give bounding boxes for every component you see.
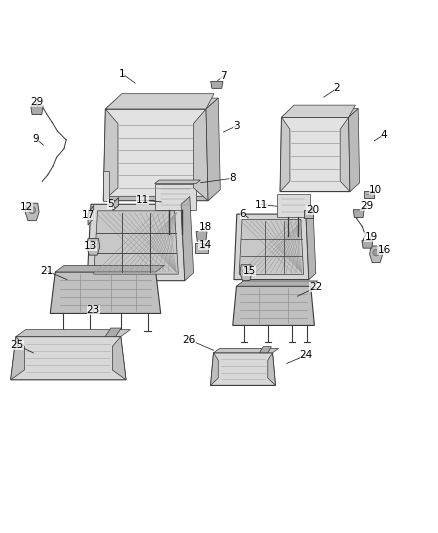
Text: 23: 23 — [87, 305, 100, 315]
Polygon shape — [234, 214, 309, 280]
Text: 18: 18 — [198, 222, 212, 232]
Polygon shape — [50, 272, 161, 313]
Polygon shape — [113, 336, 126, 380]
Polygon shape — [340, 117, 350, 191]
Text: 10: 10 — [369, 185, 382, 195]
Text: 1: 1 — [119, 69, 125, 78]
Text: 19: 19 — [364, 232, 378, 242]
Polygon shape — [25, 203, 39, 221]
Text: 8: 8 — [229, 173, 235, 183]
Polygon shape — [211, 353, 218, 385]
Polygon shape — [155, 180, 201, 183]
Polygon shape — [211, 353, 276, 385]
Text: 9: 9 — [32, 134, 39, 143]
Polygon shape — [103, 109, 118, 200]
Polygon shape — [282, 109, 358, 117]
Polygon shape — [306, 208, 316, 280]
Polygon shape — [282, 105, 355, 117]
Text: 5: 5 — [107, 199, 114, 209]
Text: 11: 11 — [255, 199, 268, 209]
Text: 29: 29 — [360, 201, 373, 211]
Polygon shape — [195, 244, 208, 253]
Polygon shape — [353, 210, 364, 217]
Text: 12: 12 — [19, 201, 33, 212]
Polygon shape — [87, 239, 100, 255]
Circle shape — [373, 249, 379, 256]
Polygon shape — [370, 246, 383, 263]
Text: 22: 22 — [309, 282, 322, 293]
Polygon shape — [260, 346, 272, 353]
Polygon shape — [349, 109, 360, 191]
Text: 6: 6 — [240, 209, 246, 219]
Polygon shape — [364, 190, 374, 198]
Text: 15: 15 — [243, 266, 256, 276]
Polygon shape — [106, 94, 214, 109]
Polygon shape — [239, 220, 304, 274]
Polygon shape — [103, 171, 109, 200]
Text: 3: 3 — [233, 121, 240, 131]
Text: 21: 21 — [40, 266, 53, 276]
Polygon shape — [362, 240, 373, 248]
Text: 20: 20 — [306, 205, 319, 215]
Polygon shape — [103, 196, 213, 200]
Text: 13: 13 — [84, 241, 97, 251]
Polygon shape — [214, 349, 279, 353]
Text: 26: 26 — [183, 335, 196, 345]
Polygon shape — [55, 265, 164, 272]
Text: 29: 29 — [30, 98, 43, 107]
Text: 11: 11 — [136, 195, 149, 205]
Text: 14: 14 — [198, 240, 212, 249]
Polygon shape — [31, 106, 43, 115]
Text: 24: 24 — [300, 350, 313, 360]
Polygon shape — [206, 98, 220, 200]
Circle shape — [90, 242, 96, 248]
Polygon shape — [280, 117, 350, 191]
Polygon shape — [268, 353, 276, 385]
Polygon shape — [16, 329, 131, 336]
Polygon shape — [106, 98, 218, 109]
Polygon shape — [155, 183, 196, 210]
Polygon shape — [103, 109, 208, 200]
Polygon shape — [11, 336, 25, 380]
Text: 4: 4 — [381, 130, 387, 140]
Polygon shape — [196, 231, 207, 241]
Polygon shape — [88, 205, 94, 225]
Text: 16: 16 — [378, 245, 391, 255]
Polygon shape — [11, 336, 126, 380]
Polygon shape — [211, 82, 223, 88]
Polygon shape — [233, 286, 314, 326]
Polygon shape — [181, 197, 194, 281]
Text: 25: 25 — [11, 340, 24, 350]
Polygon shape — [304, 210, 313, 218]
Polygon shape — [277, 194, 310, 217]
Polygon shape — [240, 265, 252, 280]
Polygon shape — [94, 211, 178, 274]
Polygon shape — [280, 117, 290, 191]
Polygon shape — [194, 109, 208, 200]
Polygon shape — [113, 198, 119, 211]
Polygon shape — [105, 328, 121, 336]
Text: 2: 2 — [334, 83, 340, 93]
Polygon shape — [87, 204, 185, 281]
Circle shape — [243, 268, 249, 274]
Polygon shape — [237, 281, 318, 286]
Text: 17: 17 — [81, 210, 95, 220]
Text: 7: 7 — [220, 71, 227, 81]
Circle shape — [28, 207, 35, 214]
